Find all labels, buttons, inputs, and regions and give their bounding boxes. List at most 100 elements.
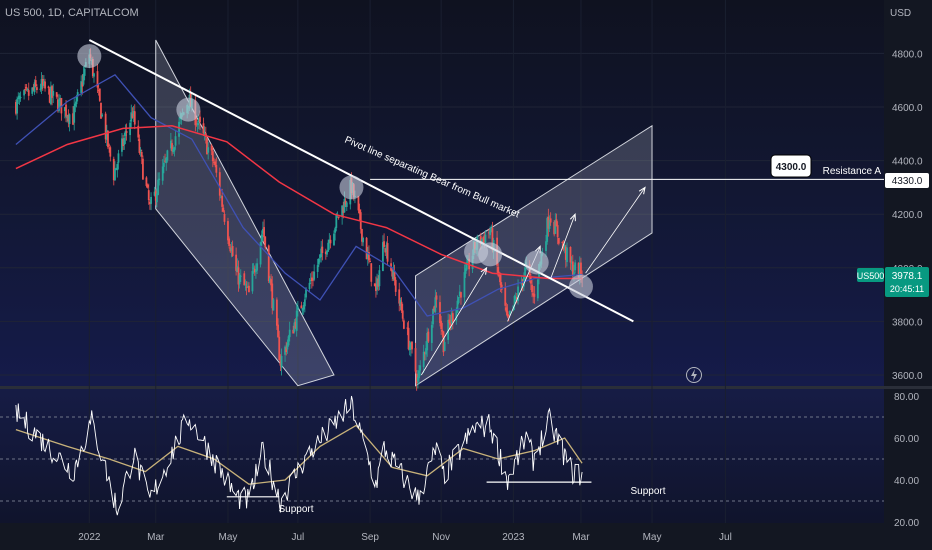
- candle-body: [267, 245, 270, 282]
- candle-body: [149, 202, 151, 205]
- price-tick-label: 4600.0: [892, 103, 923, 114]
- candle-body: [309, 280, 312, 282]
- candle-body: [222, 207, 225, 212]
- candle-body: [369, 261, 371, 263]
- candle-body: [66, 116, 69, 119]
- candle-body: [112, 158, 115, 181]
- candle-body: [414, 348, 417, 372]
- candle-body: [277, 324, 279, 338]
- candle-body: [218, 172, 221, 196]
- candle-body: [327, 242, 330, 252]
- candle-body: [570, 262, 573, 264]
- candle-body: [467, 258, 469, 263]
- candle-body: [406, 327, 409, 329]
- candle-body: [433, 306, 436, 311]
- price-tick-label: 3800.0: [892, 317, 923, 328]
- time-tick-label: 2023: [502, 532, 525, 543]
- candle-body: [484, 234, 487, 244]
- candle-body: [391, 269, 394, 277]
- candle-body: [39, 88, 42, 90]
- candle-body: [440, 320, 443, 330]
- candle-body: [384, 248, 387, 253]
- ma-red-line: [15, 125, 583, 280]
- candle-body: [286, 343, 289, 350]
- candle-body: [448, 319, 451, 324]
- candle-body: [154, 191, 157, 201]
- candle-body: [260, 234, 263, 242]
- candle-body: [124, 131, 127, 137]
- candle-body: [105, 130, 108, 140]
- candle-body: [164, 160, 166, 162]
- candle-body: [130, 112, 133, 122]
- candle-body: [300, 305, 303, 309]
- candle-body: [302, 304, 305, 310]
- rsi-tick-label: 40.00: [894, 476, 919, 487]
- rsi-axis[interactable]: 20.00 40.00 60.00 80.00: [894, 392, 919, 529]
- candle-body: [223, 214, 226, 222]
- candle-body: [285, 347, 288, 353]
- candle-body: [365, 237, 368, 260]
- time-tick-label: Mar: [572, 532, 590, 543]
- candle-body: [533, 293, 536, 297]
- candle-body: [178, 121, 180, 137]
- candle-body: [122, 138, 125, 147]
- candle-body: [556, 225, 559, 237]
- candle-body: [243, 273, 246, 286]
- candle-body: [435, 295, 438, 300]
- candle-body: [463, 272, 466, 298]
- time-axis[interactable]: 2022 Mar May Jul Sep Nov 2023 Mar May Jul: [78, 532, 732, 543]
- candle-body: [24, 89, 27, 91]
- candle-body: [368, 252, 370, 261]
- candle-body: [251, 271, 254, 292]
- candle-body: [19, 97, 22, 99]
- candle-body: [58, 99, 60, 111]
- candle-body: [236, 266, 239, 272]
- candle-body: [386, 243, 389, 262]
- candle-body: [72, 113, 74, 125]
- time-tick-label: May: [643, 532, 662, 543]
- candle-body: [52, 90, 55, 96]
- candle-body: [500, 284, 503, 290]
- candle-body: [415, 373, 418, 384]
- candle-body: [324, 251, 327, 255]
- candle-body: [91, 58, 94, 77]
- candle-body: [63, 107, 66, 112]
- candle-body: [137, 125, 140, 138]
- candle-body: [394, 279, 397, 292]
- candle-body: [557, 237, 560, 244]
- candle-body: [491, 228, 494, 251]
- candle-body: [162, 162, 165, 167]
- rsi-indicator: [0, 395, 884, 516]
- candle-body: [310, 277, 313, 281]
- projection-arrow-head: [638, 186, 646, 195]
- candle-body: [401, 310, 404, 319]
- candle-body: [482, 237, 484, 239]
- candle-body: [362, 237, 365, 243]
- candle-body: [441, 330, 444, 332]
- candle-body: [546, 218, 549, 242]
- candle-body: [513, 296, 516, 306]
- candle-body: [337, 216, 340, 218]
- rsi-tick-label: 80.00: [894, 392, 919, 403]
- candle-body: [479, 236, 482, 245]
- candle-body: [357, 195, 360, 211]
- trend-arrow-head: [569, 212, 576, 222]
- candle-body: [132, 110, 135, 117]
- candle-body: [221, 195, 224, 207]
- resistance-badge: 4330.0: [885, 173, 929, 188]
- candle-body: [56, 99, 59, 111]
- candle-body: [40, 79, 43, 89]
- trend-arrow-head: [480, 266, 488, 275]
- candle-body: [220, 196, 222, 198]
- svg-text:4300.0: 4300.0: [776, 162, 807, 173]
- candle-body: [166, 150, 169, 161]
- candle-body: [490, 227, 493, 231]
- svg-text:4330.0: 4330.0: [892, 176, 923, 187]
- rsi-pane[interactable]: [0, 389, 884, 523]
- candle-body: [108, 144, 111, 146]
- candle-body: [15, 102, 17, 114]
- candle-body: [464, 268, 467, 274]
- candle-body: [400, 301, 403, 312]
- lightning-icon[interactable]: [686, 367, 702, 383]
